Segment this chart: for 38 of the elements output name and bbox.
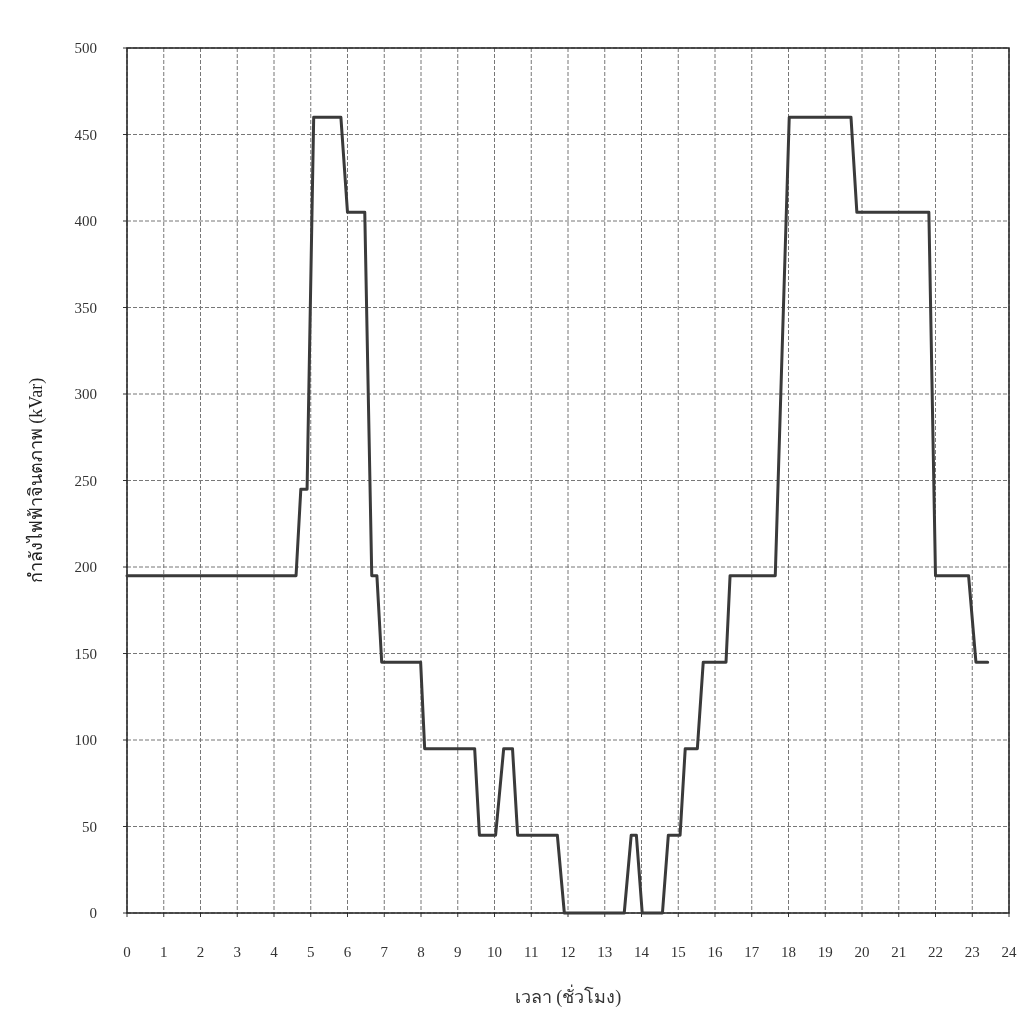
x-tick-label: 11 — [524, 944, 539, 960]
y-tick-label: 250 — [74, 472, 97, 489]
x-tick-label: 14 — [634, 944, 650, 960]
x-tick-label: 20 — [854, 944, 870, 960]
y-tick-label: 200 — [74, 559, 97, 575]
x-tick-label: 23 — [964, 944, 980, 960]
x-tick-label: 0 — [123, 944, 131, 960]
y-tick-label: 500 — [74, 40, 97, 56]
x-tick-label: 19 — [817, 944, 833, 960]
x-tick-label: 8 — [417, 944, 425, 960]
y-tick-label: 100 — [74, 732, 97, 748]
x-tick-label: 22 — [928, 944, 943, 960]
x-tick-label: 2 — [196, 944, 205, 960]
x-tick-label: 3 — [233, 944, 241, 960]
y-tick-label: 350 — [74, 299, 97, 316]
x-tick-label: 4 — [270, 944, 279, 960]
x-tick-label: 7 — [380, 944, 389, 960]
x-tick-label: 16 — [707, 944, 723, 960]
x-axis-title: เวลา (ชั่วโมง) — [514, 984, 622, 1008]
y-tick-label: 400 — [74, 213, 97, 229]
x-tick-label: 17 — [744, 944, 760, 960]
x-tick-label: 15 — [670, 944, 686, 960]
y-tick-label: 150 — [74, 645, 97, 662]
y-tick-label: 450 — [74, 126, 97, 143]
x-tick-label: 18 — [781, 944, 796, 960]
x-tick-label: 5 — [307, 944, 315, 960]
x-tick-label: 13 — [597, 944, 613, 960]
y-axis-title: กำลังไฟฟ้าจินตภาพ (kVar) — [25, 377, 47, 584]
y-tick-label: 300 — [74, 386, 97, 402]
x-tick-label: 9 — [454, 944, 462, 960]
x-tick-label: 24 — [1001, 944, 1017, 960]
x-tick-label: 12 — [560, 944, 576, 960]
x-tick-label: 1 — [160, 944, 168, 960]
y-tick-label: 0 — [89, 905, 97, 921]
x-tick-label: 6 — [343, 944, 352, 960]
x-tick-label: 10 — [487, 944, 502, 960]
x-tick-label: 21 — [891, 944, 907, 960]
y-tick-label: 50 — [82, 818, 97, 835]
